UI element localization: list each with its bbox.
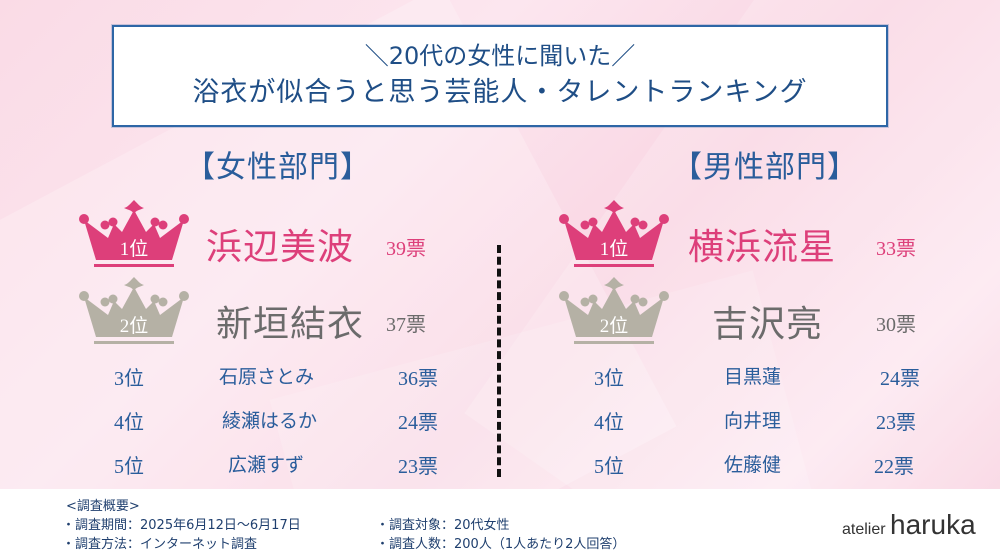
votes-3-women: 36票 bbox=[398, 368, 438, 390]
name-3-women: 石原さとみ bbox=[219, 366, 315, 388]
rank-5-men: 5位 bbox=[594, 456, 624, 478]
rank-4-men: 4位 bbox=[594, 412, 624, 434]
first-place-name-men: 横浜流星 bbox=[688, 227, 837, 268]
page-title: 浴衣が似合うと思う芸能人・タレントランキング bbox=[192, 77, 808, 108]
women-section-heading: 【女性部門】 bbox=[185, 150, 371, 185]
title-subheading: ＼20代の女性に聞いた／ bbox=[364, 42, 636, 70]
name-4-men: 向井理 bbox=[724, 410, 782, 432]
first-place-votes-women: 39票 bbox=[386, 238, 426, 260]
rank-4-women: 4位 bbox=[114, 412, 144, 434]
crown-icon bbox=[79, 200, 189, 267]
rank-label: 2位 bbox=[599, 316, 629, 337]
name-3-men: 目黒蓮 bbox=[724, 366, 782, 388]
crown-icon bbox=[79, 277, 189, 344]
votes-4-women: 24票 bbox=[398, 412, 438, 434]
name-5-men: 佐藤健 bbox=[724, 454, 782, 476]
dashed-divider bbox=[497, 245, 501, 477]
crown-icon bbox=[559, 200, 669, 267]
votes-5-women: 23票 bbox=[398, 456, 438, 478]
rank-5-women: 5位 bbox=[114, 456, 144, 478]
survey-method: ・調査方法：インターネット調査 bbox=[62, 537, 258, 552]
crown-icon-second-women: 2位 bbox=[78, 275, 190, 347]
atelier-haruka-logo: atelier haruka bbox=[842, 509, 976, 541]
rank-3-men: 3位 bbox=[594, 368, 624, 390]
second-place-votes-men: 30票 bbox=[876, 314, 916, 336]
survey-footer: <調査概要> ・調査期間：2025年6月12日～6月17日 ・調査方法：インター… bbox=[0, 489, 1000, 560]
first-place-name-women: 浜辺美波 bbox=[206, 227, 355, 268]
survey-target: ・調査対象：20代女性 bbox=[376, 518, 510, 533]
votes-3-men: 24票 bbox=[880, 368, 920, 390]
votes-4-men: 23票 bbox=[876, 412, 916, 434]
name-5-women: 広瀬すず bbox=[228, 454, 305, 476]
survey-count: ・調査人数：200人（1人あたり2人回答） bbox=[376, 537, 626, 552]
first-place-votes-men: 33票 bbox=[876, 238, 916, 260]
rank-label: 1位 bbox=[119, 239, 149, 260]
rank-label: 2位 bbox=[119, 316, 149, 337]
crown-icon-first-women: 1位 bbox=[78, 198, 190, 270]
crown-icon-second-men: 2位 bbox=[558, 275, 670, 347]
survey-heading: <調査概要> bbox=[66, 499, 140, 514]
votes-5-men: 22票 bbox=[874, 456, 914, 478]
rank-3-women: 3位 bbox=[114, 368, 144, 390]
second-place-name-women: 新垣結衣 bbox=[216, 304, 365, 345]
title-box: ＼20代の女性に聞いた／ 浴衣が似合うと思う芸能人・タレントランキング bbox=[112, 25, 888, 127]
name-4-women: 綾瀬はるか bbox=[222, 410, 318, 432]
crown-icon-first-men: 1位 bbox=[558, 198, 670, 270]
rank-label: 1位 bbox=[599, 239, 629, 260]
survey-period: ・調査期間：2025年6月12日～6月17日 bbox=[62, 518, 301, 533]
second-place-votes-women: 37票 bbox=[386, 314, 426, 336]
logo-atelier: atelier bbox=[842, 521, 891, 538]
second-place-name-men: 吉沢亮 bbox=[712, 304, 824, 345]
logo-haruka: haruka bbox=[890, 509, 976, 540]
crown-icon bbox=[559, 277, 669, 344]
men-section-heading: 【男性部門】 bbox=[672, 150, 858, 185]
